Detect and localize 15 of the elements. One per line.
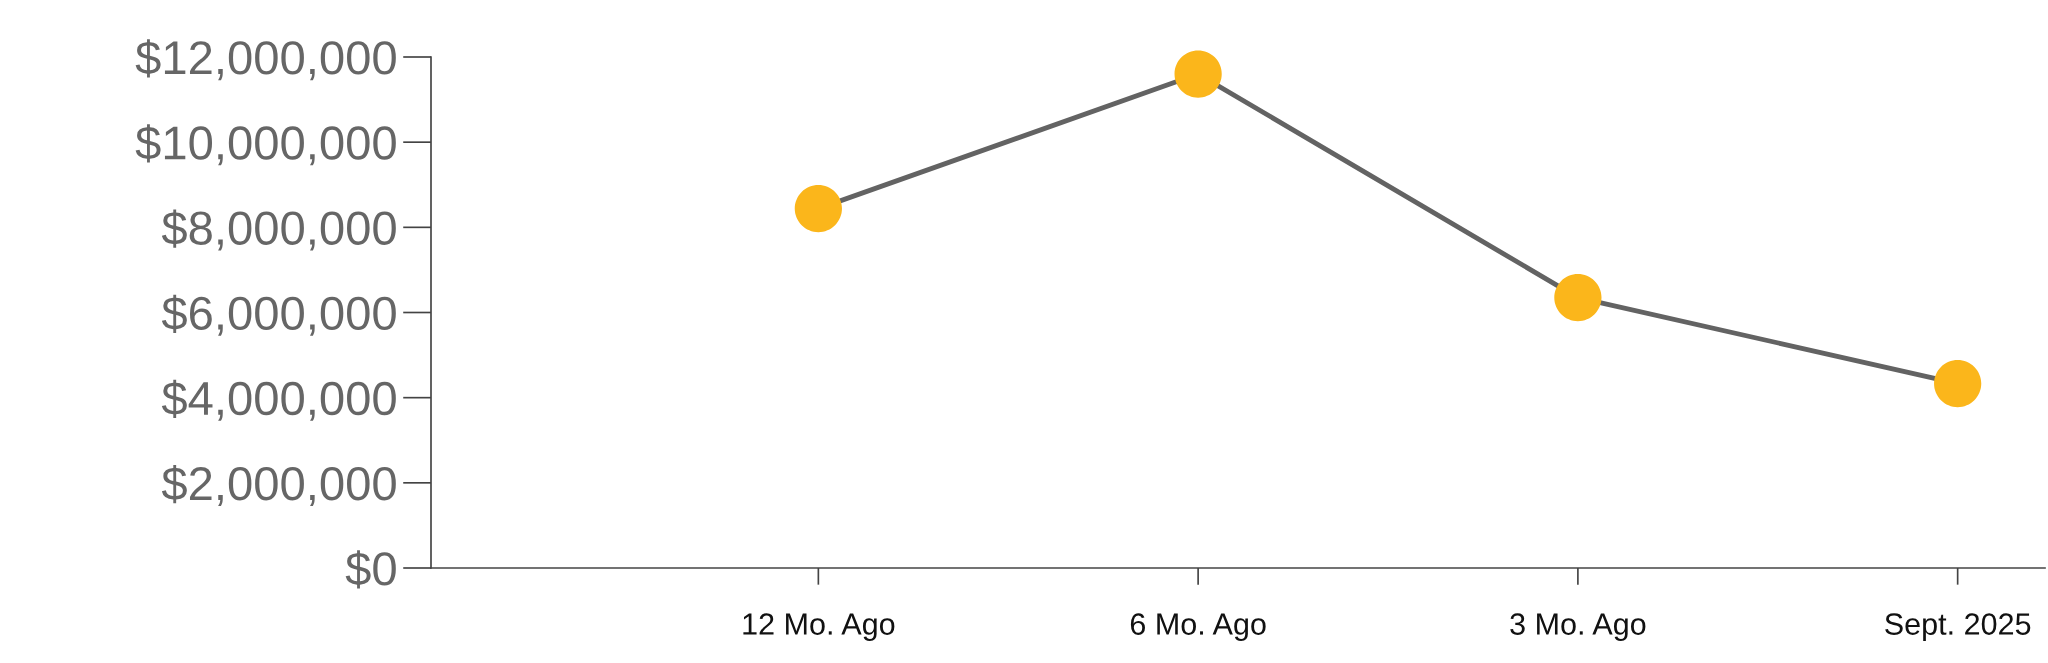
y-tick-label: $0 xyxy=(345,550,396,589)
y-tick-label: $10,000,000 xyxy=(135,124,396,166)
point xyxy=(1174,50,1222,98)
x-tick-label: 12 Mo. Ago xyxy=(743,613,895,641)
y-tick-label: $4,000,000 xyxy=(161,379,396,421)
x-tick-label: 6 Mo. Ago xyxy=(1130,613,1266,641)
y-tick-label: $2,000,000 xyxy=(161,464,396,506)
point xyxy=(1934,360,1982,408)
x-tick-label: 3 Mo. Ago xyxy=(1510,613,1646,641)
x-tick-label: Sept. 2025 xyxy=(1885,613,2031,641)
y-tick-label: $8,000,000 xyxy=(161,209,396,251)
y-tick-label: $6,000,000 xyxy=(161,294,396,336)
point xyxy=(1554,273,1602,322)
point xyxy=(794,184,842,233)
y-tick-label: $12,000,000 xyxy=(135,39,396,81)
